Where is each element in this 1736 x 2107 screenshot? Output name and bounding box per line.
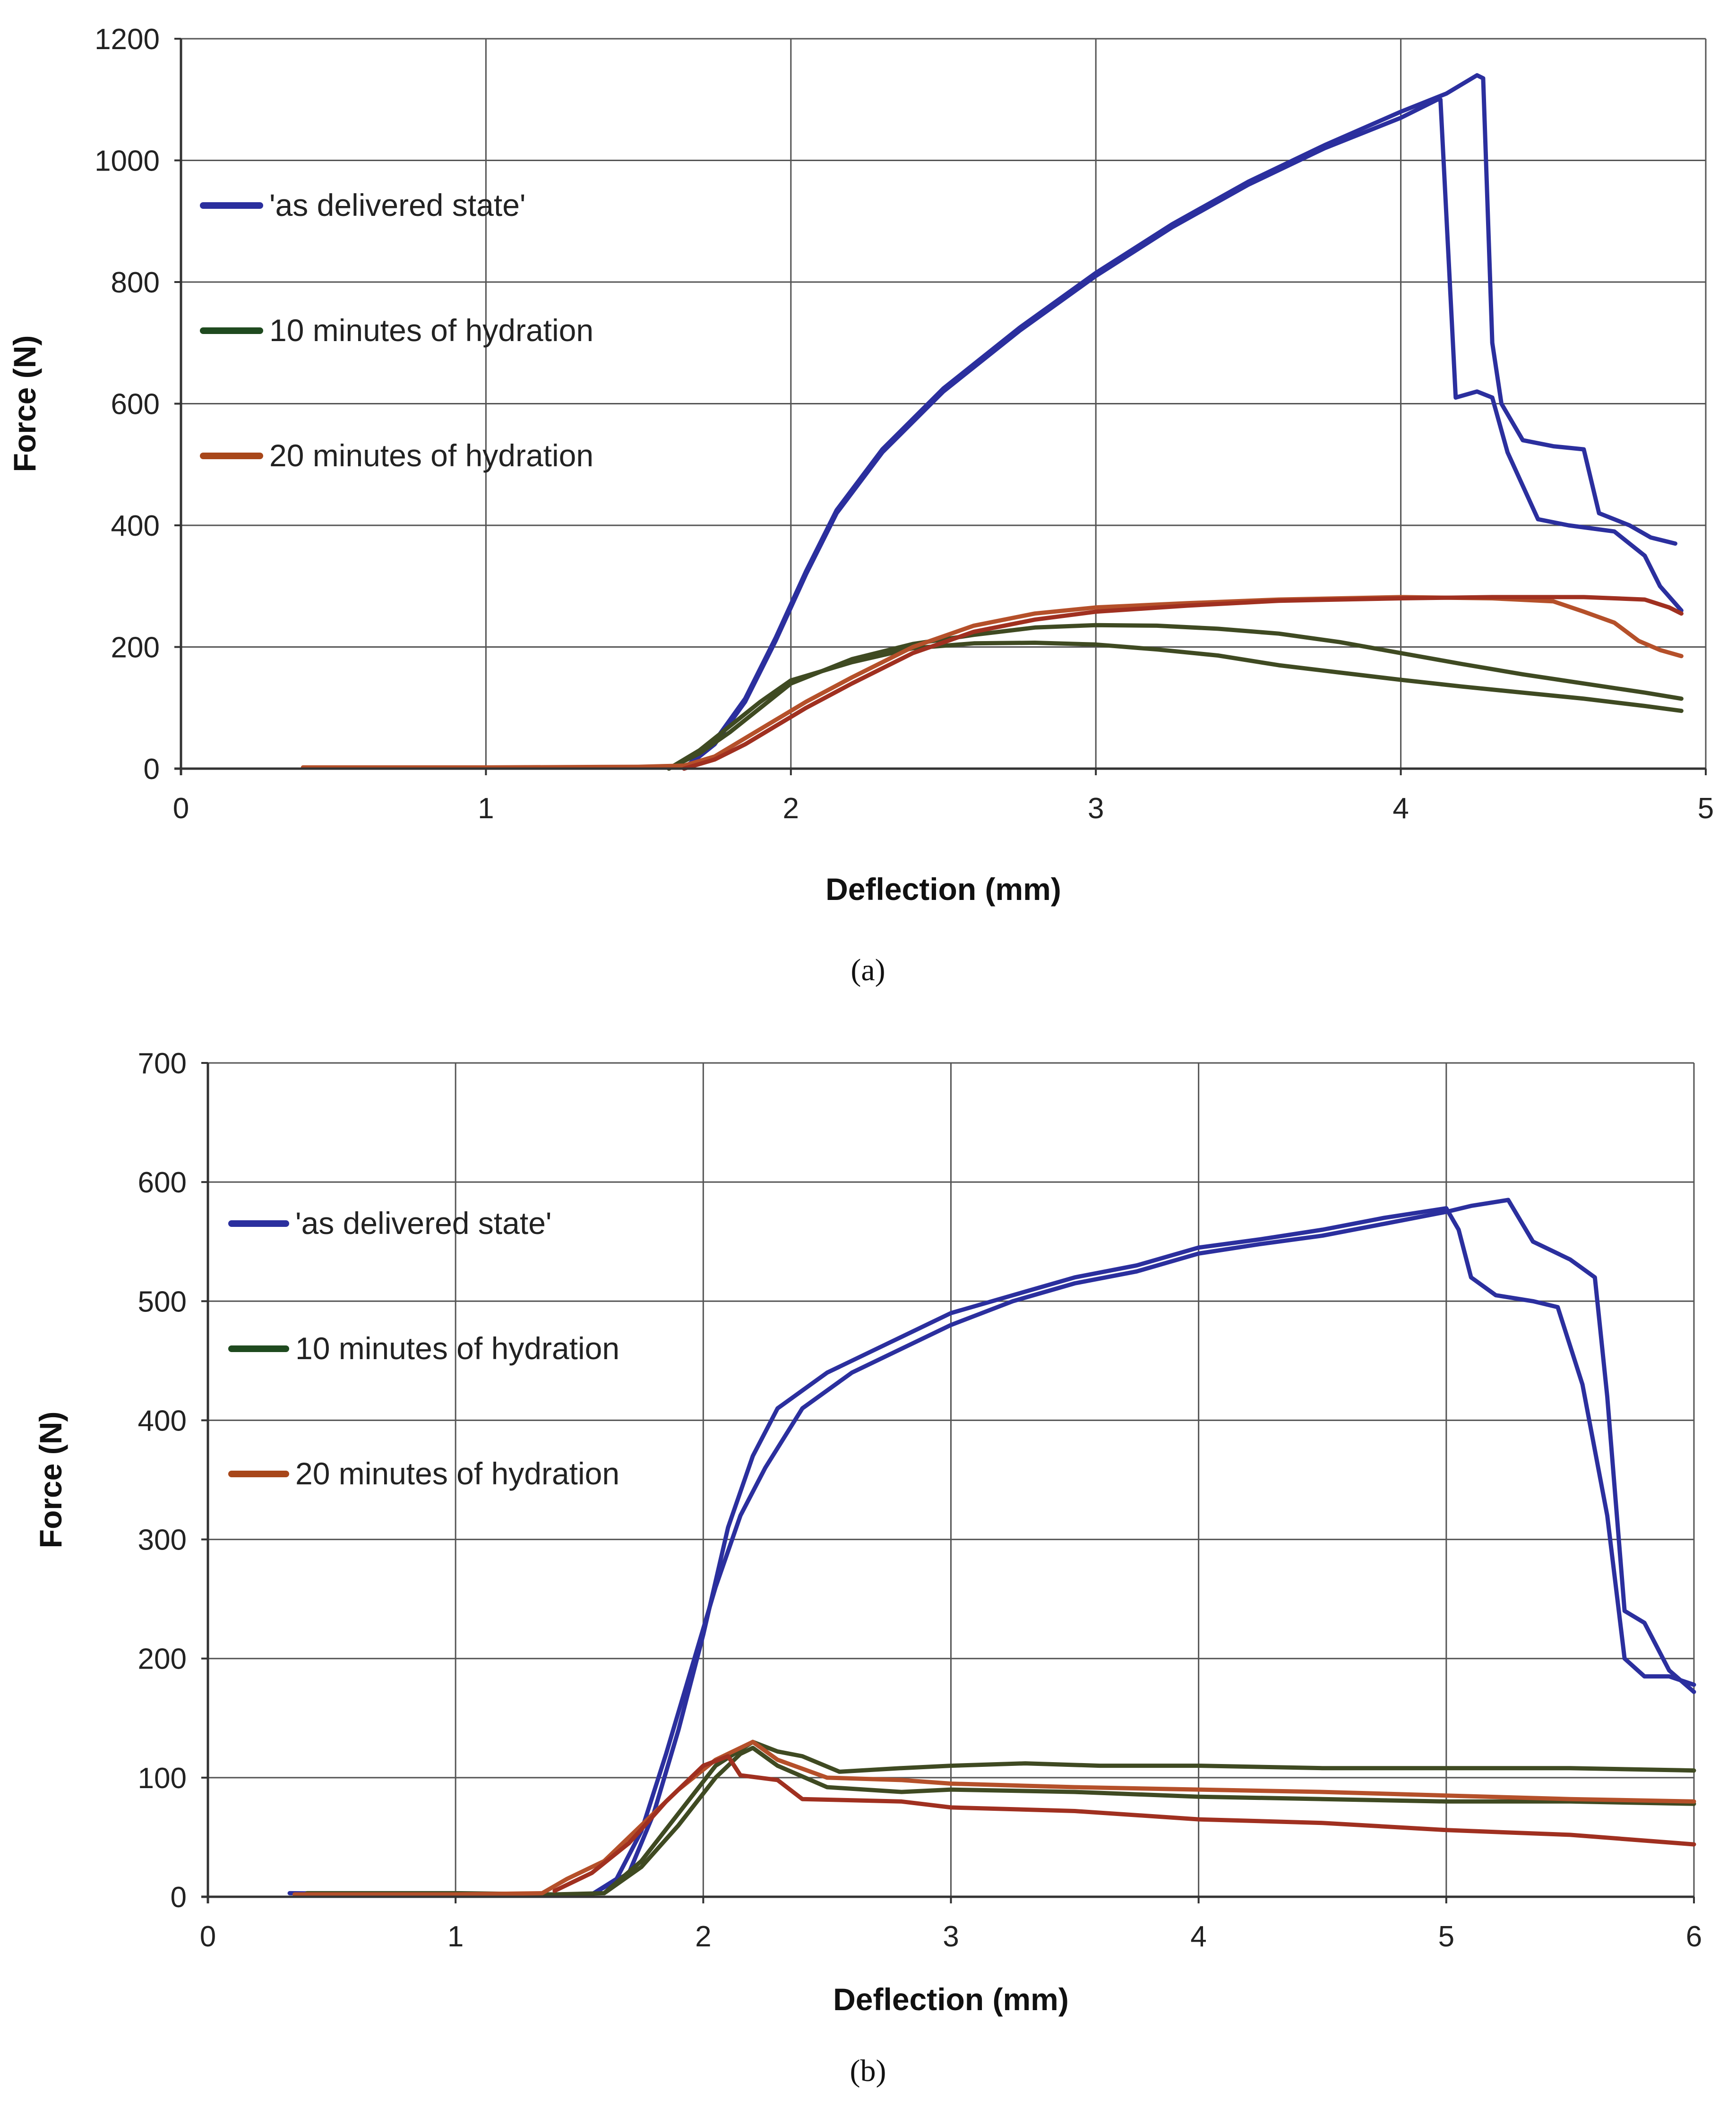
chart-b-y-tick-label-0: 0 bbox=[171, 1881, 187, 1914]
chart-b-x-tick-label-3: 3 bbox=[943, 1920, 959, 1953]
chart-a-y-tick-label-0: 0 bbox=[144, 753, 160, 786]
chart-a-series-line-1 bbox=[682, 73, 1677, 771]
chart-a-y-tick-label-400: 400 bbox=[111, 510, 160, 542]
chart-a-x-tick-label-0: 0 bbox=[173, 792, 189, 825]
chart-a-legend-label-1: 10 minutes of hydration bbox=[269, 313, 593, 348]
chart-a-y-tick-label-1200: 1200 bbox=[95, 23, 160, 56]
chart-a-caption: (a) bbox=[851, 953, 885, 987]
chart-b-series bbox=[287, 1198, 1696, 1897]
chart-b-x-axis-title: Deflection (mm) bbox=[833, 1982, 1069, 2017]
chart-a-y-tick-label-1000: 1000 bbox=[95, 145, 160, 178]
chart-b-series-line-2 bbox=[305, 1739, 1696, 1897]
chart-a-series-line-2 bbox=[667, 623, 1684, 771]
chart-b-y-tick-label-300: 300 bbox=[138, 1524, 187, 1557]
chart-a-y-tick-label-600: 600 bbox=[111, 388, 160, 421]
chart-a-y-tick-label-200: 200 bbox=[111, 632, 160, 664]
chart-a-y-axis-title: Force (N) bbox=[7, 335, 42, 472]
chart-a-y-tick-label-800: 800 bbox=[111, 266, 160, 299]
chart-b-y-tick-label-400: 400 bbox=[138, 1405, 187, 1437]
chart-b-y-tick-label-700: 700 bbox=[138, 1047, 187, 1080]
chart-b-series-line-1 bbox=[590, 1198, 1696, 1897]
chart-a-series-line-4 bbox=[301, 595, 1684, 770]
chart-b-caption: (b) bbox=[850, 2054, 886, 2088]
chart-b-legend-label-0: 'as delivered state' bbox=[295, 1206, 552, 1241]
chart-a-series bbox=[301, 73, 1684, 771]
chart-a-legend-label-2: 20 minutes of hydration bbox=[269, 438, 593, 473]
chart-b-series-line-4 bbox=[292, 1739, 1696, 1897]
chart-a: 0 1 2 3 4 5 0 200 400 600 800 1000 1200 'as delivere… bbox=[7, 23, 1714, 987]
chart-a-x-axis-title: Deflection (mm) bbox=[825, 872, 1061, 907]
chart-b-x-tick-label-2: 2 bbox=[695, 1920, 711, 1953]
chart-b: 0 1 2 3 4 5 6 0 100 200 300 400 500 600 700 'as delive… bbox=[33, 1047, 1702, 2088]
chart-a-grid bbox=[180, 38, 1707, 770]
chart-b-series-line-3 bbox=[602, 1746, 1696, 1895]
chart-b-legend-label-2: 20 minutes of hydration bbox=[295, 1456, 619, 1491]
chart-a-ticks: 0 1 2 3 4 5 0 200 400 600 800 1000 1200 bbox=[95, 23, 1714, 825]
chart-b-axes bbox=[201, 1063, 1694, 1903]
chart-b-legend-label-1: 10 minutes of hydration bbox=[295, 1331, 619, 1366]
chart-b-series-line-5 bbox=[552, 1754, 1696, 1893]
chart-b-y-tick-label-200: 200 bbox=[138, 1643, 187, 1676]
chart-a-legend: 'as delivered state' 10 minutes of hydrat… bbox=[200, 188, 593, 473]
chart-a-x-tick-label-1: 1 bbox=[478, 792, 494, 825]
chart-b-x-tick-label-6: 6 bbox=[1686, 1920, 1702, 1953]
chart-b-x-tick-label-4: 4 bbox=[1190, 1920, 1206, 1953]
chart-b-x-tick-label-1: 1 bbox=[447, 1920, 464, 1953]
chart-b-x-tick-label-5: 5 bbox=[1438, 1920, 1454, 1953]
chart-b-y-tick-label-500: 500 bbox=[138, 1285, 187, 1318]
chart-b-y-axis-title: Force (N) bbox=[33, 1412, 68, 1549]
chart-b-y-tick-label-100: 100 bbox=[138, 1762, 187, 1795]
chart-b-y-tick-label-600: 600 bbox=[138, 1166, 187, 1199]
chart-a-x-tick-label-2: 2 bbox=[783, 792, 799, 825]
chart-a-series-line-5 bbox=[682, 595, 1684, 771]
chart-b-ticks: 0 1 2 3 4 5 6 0 100 200 300 400 500 600 700 bbox=[138, 1047, 1702, 1953]
chart-a-legend-label-0: 'as delivered state' bbox=[269, 188, 526, 223]
chart-b-x-tick-label-0: 0 bbox=[200, 1920, 216, 1953]
chart-b-series-line-0 bbox=[287, 1206, 1696, 1897]
chart-a-x-tick-label-5: 5 bbox=[1698, 792, 1714, 825]
chart-a-x-tick-label-3: 3 bbox=[1088, 792, 1104, 825]
chart-a-series-line-3 bbox=[667, 641, 1684, 771]
chart-b-legend: 'as delivered state' 10 minutes of hydrat… bbox=[228, 1206, 619, 1491]
chart-a-axes bbox=[174, 39, 1706, 775]
chart-a-x-tick-label-4: 4 bbox=[1392, 792, 1409, 825]
